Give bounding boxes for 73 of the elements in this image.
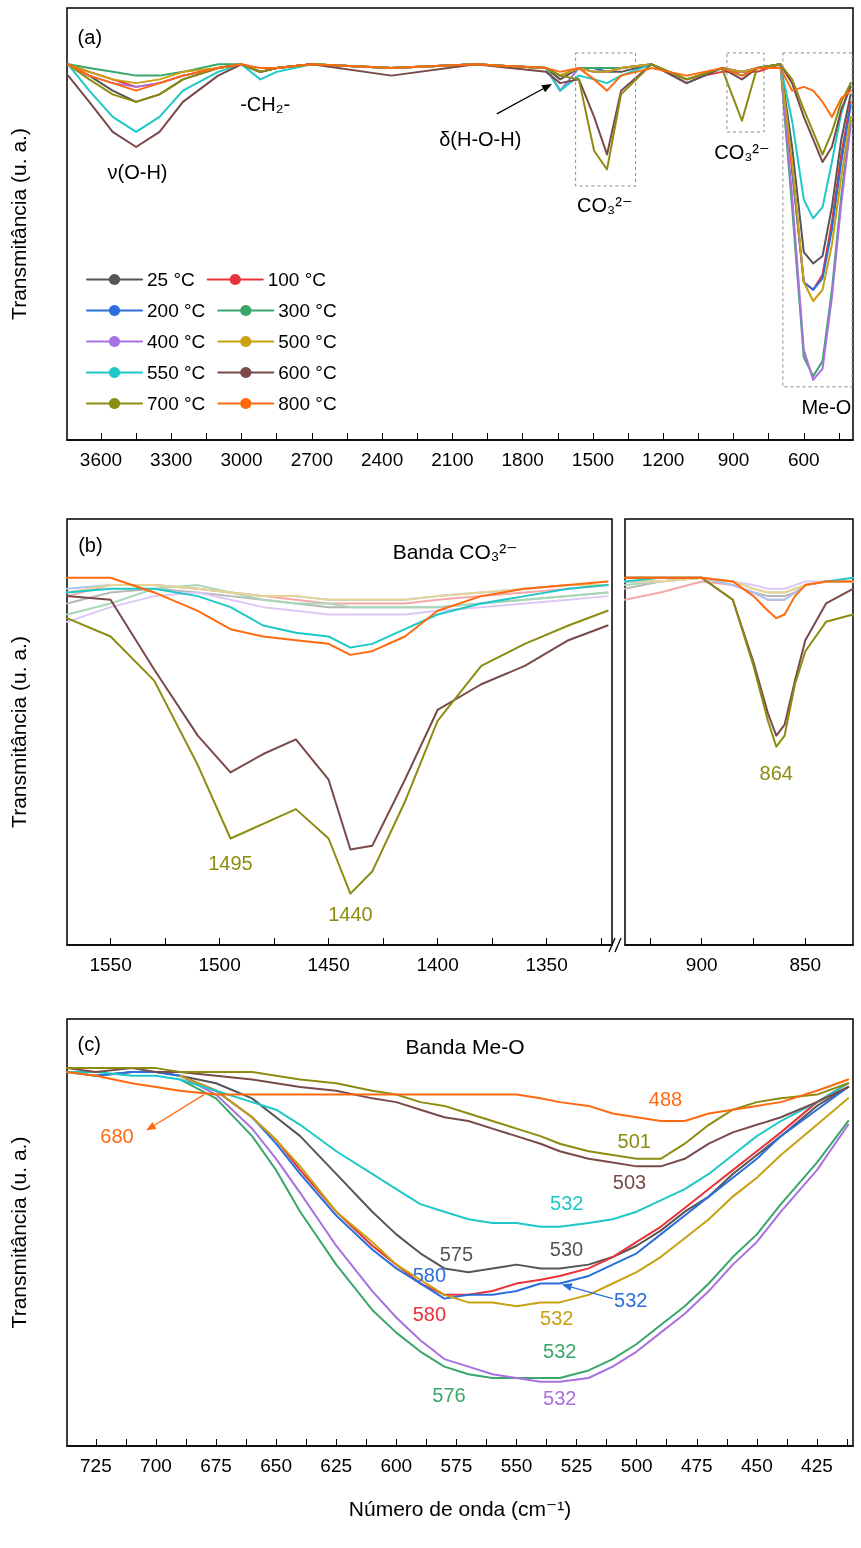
x-tick-label: 725 bbox=[79, 1455, 112, 1476]
annotation: 532 bbox=[543, 1339, 577, 1362]
x-tick-label: 1400 bbox=[416, 954, 459, 975]
x-tick-label: 1500 bbox=[571, 449, 615, 470]
x-tick-label: 600 bbox=[787, 449, 820, 470]
text: (a) bbox=[77, 25, 103, 48]
chart-title: Banda CO₃²⁻ bbox=[392, 540, 518, 563]
annotation: -CH₂- bbox=[240, 92, 291, 115]
legend-label: 700 °C bbox=[147, 393, 206, 414]
legend-label: 800 °C bbox=[278, 393, 337, 414]
legend-label: 25 °C bbox=[147, 269, 195, 290]
x-tick-label: 2700 bbox=[290, 449, 333, 470]
x-tick-label: 2400 bbox=[360, 449, 404, 470]
annotation: CO₃²⁻ bbox=[577, 193, 633, 216]
annotation: 532 bbox=[540, 1307, 574, 1330]
legend-label: 100 °C bbox=[267, 269, 327, 290]
annotation: ν(O-H) bbox=[107, 161, 168, 184]
x-tick-label: 650 bbox=[260, 1455, 292, 1476]
x-tick-label: 3000 bbox=[220, 449, 263, 470]
x-tick-label: 600 bbox=[380, 1455, 413, 1476]
annotation: 575 bbox=[439, 1243, 474, 1266]
annotation: 532 bbox=[550, 1191, 584, 1214]
x-tick-label: 525 bbox=[560, 1455, 593, 1476]
x-tick-label: 425 bbox=[801, 1455, 833, 1476]
text: (b) bbox=[78, 533, 103, 556]
x-axis-title: Número de onda (cm⁻¹) bbox=[348, 1497, 572, 1520]
annotation: CO₃²⁻ bbox=[714, 140, 770, 163]
x-tick-label: 1200 bbox=[642, 449, 685, 470]
x-tick-label: 1350 bbox=[525, 954, 568, 975]
annotation: 680 bbox=[100, 1124, 134, 1147]
annotation: 488 bbox=[648, 1088, 683, 1111]
x-tick-label: 475 bbox=[680, 1455, 713, 1476]
x-tick-label: 1800 bbox=[501, 449, 544, 470]
x-tick-label: 450 bbox=[741, 1455, 773, 1476]
legend-label: 200 °C bbox=[147, 300, 206, 321]
x-tick-label: 850 bbox=[789, 954, 822, 975]
x-tick-label: 1500 bbox=[198, 954, 241, 975]
annotation: Me-O bbox=[801, 396, 852, 419]
annotation: 1495 bbox=[208, 851, 253, 874]
x-tick-label: 900 bbox=[685, 954, 718, 975]
legend-label: 500 °C bbox=[278, 331, 337, 352]
annotation: 501 bbox=[617, 1129, 651, 1152]
x-tick-label: 700 bbox=[140, 1455, 172, 1476]
y-axis-title: Transmitância (u. a.) bbox=[7, 636, 30, 828]
y-axis-title: Transmitância (u. a.) bbox=[7, 1136, 30, 1329]
text: (c) bbox=[77, 1033, 101, 1056]
x-tick-label: 625 bbox=[320, 1455, 353, 1476]
x-tick-label: 3600 bbox=[79, 449, 123, 470]
annotation: 580 bbox=[412, 1263, 447, 1286]
legend-label: 300 °C bbox=[278, 300, 337, 321]
annotation: 530 bbox=[549, 1238, 584, 1261]
annotation: 864 bbox=[759, 761, 793, 784]
x-tick-label: 675 bbox=[200, 1455, 232, 1476]
chart-title: Banda Me-O bbox=[405, 1035, 525, 1058]
annotation: 580 bbox=[412, 1302, 447, 1325]
legend-label: 600 °C bbox=[278, 362, 337, 383]
annotation: δ(H-O-H) bbox=[439, 127, 522, 150]
annotation: 532 bbox=[614, 1288, 648, 1311]
x-tick-label: 575 bbox=[440, 1455, 473, 1476]
x-tick-label: 1550 bbox=[89, 954, 132, 975]
y-axis-title: Transmitância (u. a.) bbox=[7, 128, 30, 320]
legend-label: 550 °C bbox=[147, 362, 206, 383]
x-tick-label: 900 bbox=[717, 449, 750, 470]
x-tick-label: 2100 bbox=[431, 449, 474, 470]
annotation: 576 bbox=[432, 1384, 466, 1407]
x-tick-label: 3300 bbox=[150, 449, 193, 470]
x-tick-label: 550 bbox=[500, 1455, 533, 1476]
annotation: 532 bbox=[543, 1386, 577, 1409]
legend-label: 400 °C bbox=[147, 331, 206, 352]
annotation: 503 bbox=[612, 1171, 647, 1194]
x-tick-label: 500 bbox=[620, 1455, 653, 1476]
x-tick-label: 1450 bbox=[307, 954, 350, 975]
annotation: 1440 bbox=[328, 902, 373, 925]
